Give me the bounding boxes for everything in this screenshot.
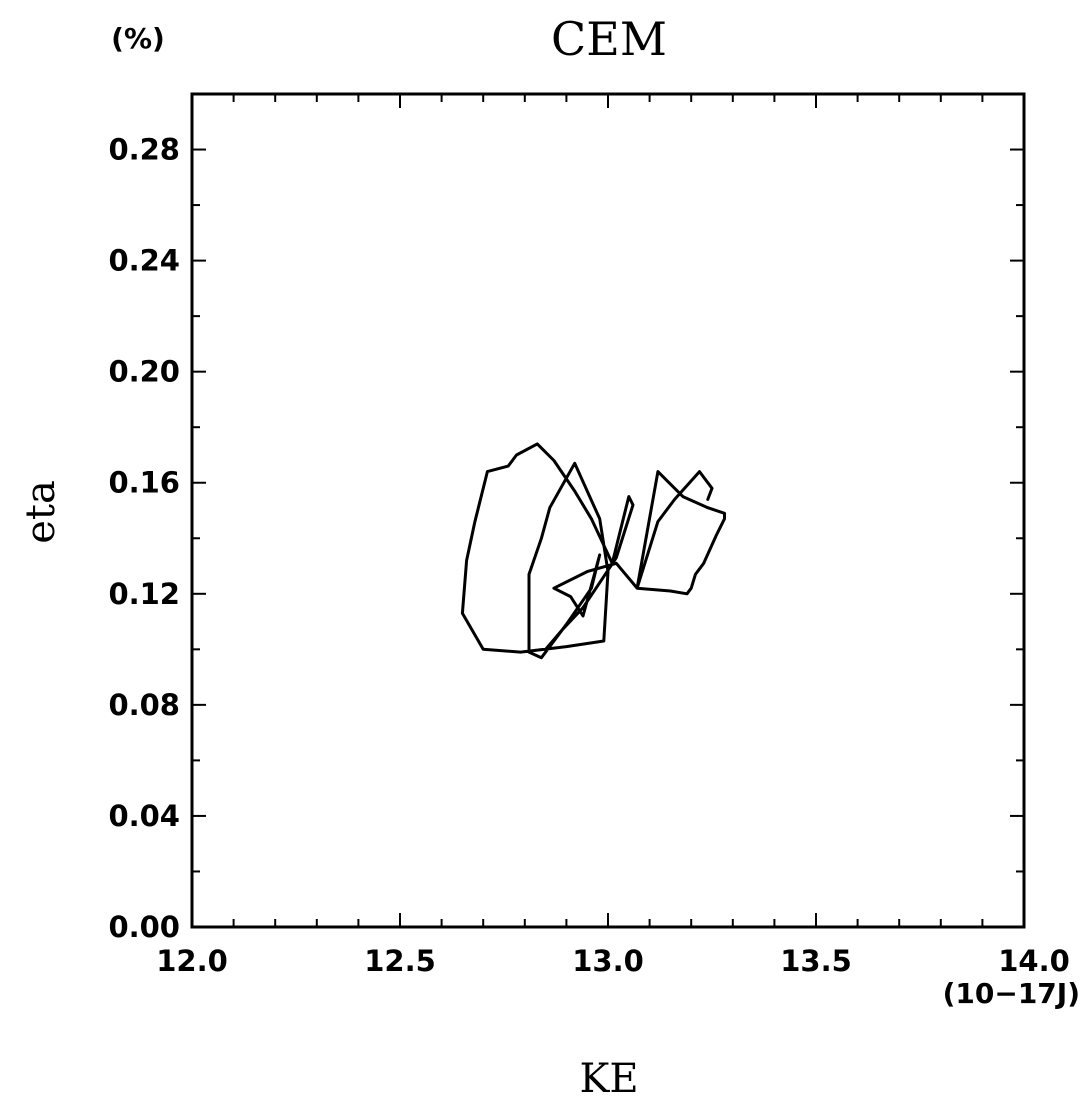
y-tick-label: 0.08 — [108, 688, 180, 722]
series-line — [460, 442, 726, 660]
x-tick-label: 12.0 — [156, 944, 228, 978]
y-tick-label: 0.16 — [108, 466, 180, 500]
ticks — [191, 93, 1025, 928]
y-tick-label: 0.04 — [108, 799, 180, 833]
x-axis-unit: (10−17J) — [943, 977, 1080, 1010]
x-tick-label: 13.0 — [572, 944, 644, 978]
x-tick-label: 13.5 — [780, 944, 852, 978]
y-axis-unit: (%) — [111, 22, 165, 55]
x-axis-title: KE — [579, 1056, 638, 1098]
tick-labels: 0.00 0.04 0.08 0.12 0.16 0.20 0.24 0.28 12.0 12.5… — [108, 133, 1069, 978]
y-tick-label: 0.24 — [108, 244, 180, 278]
chart-title: CEM — [551, 12, 667, 66]
y-tick-label: 0.28 — [108, 133, 180, 167]
x-tick-label: 12.5 — [364, 944, 436, 978]
y-axis-title: eta — [18, 480, 64, 544]
plot-frame — [190, 92, 1026, 929]
y-tick-label: 0.20 — [108, 355, 180, 389]
y-tick-label: 0.12 — [108, 577, 180, 611]
x-tick-label: 14.0 — [998, 944, 1070, 978]
y-tick-label: 0.00 — [108, 910, 180, 944]
